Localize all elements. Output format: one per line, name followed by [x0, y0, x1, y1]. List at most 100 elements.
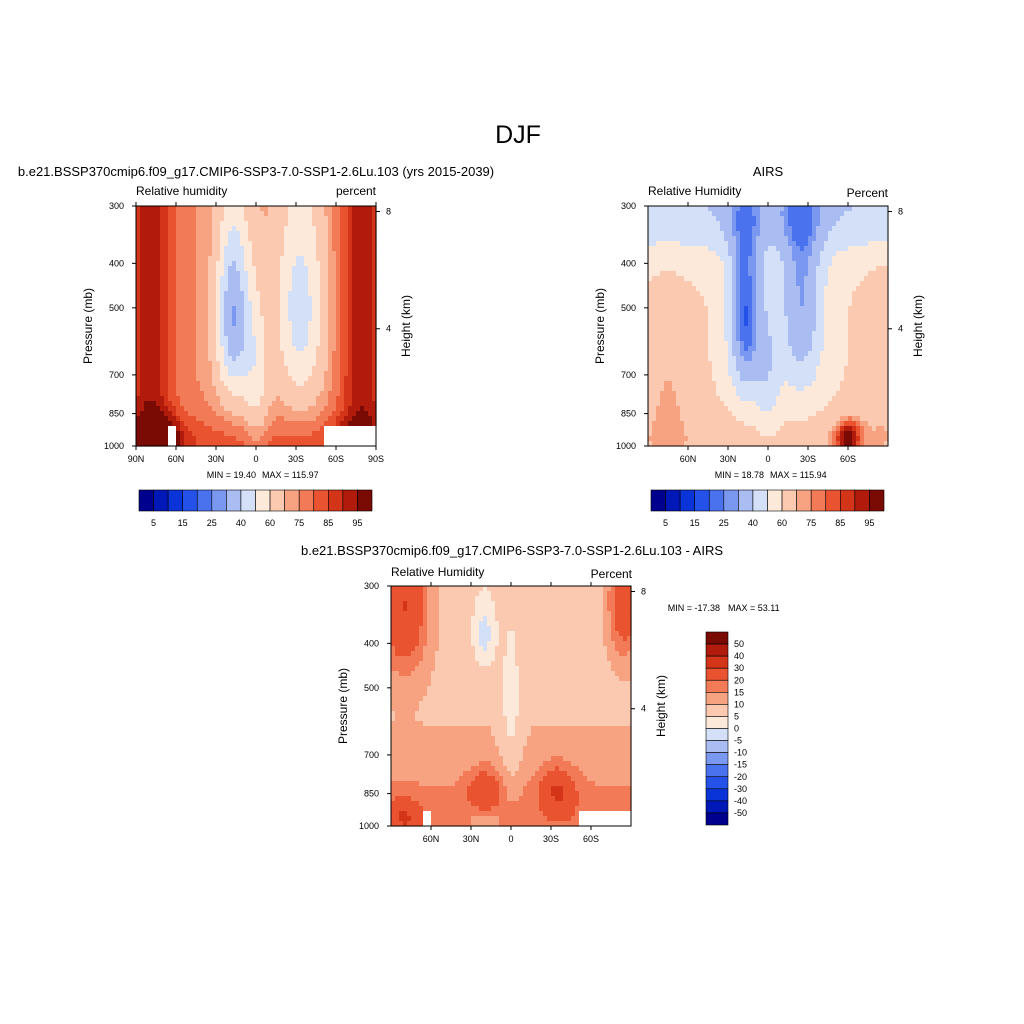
heatmap-cell	[264, 271, 269, 277]
heatmap-cell	[192, 321, 197, 327]
heatmap-cell	[304, 421, 309, 427]
heatmap-cell	[700, 256, 705, 262]
heatmap-cell	[188, 271, 193, 277]
heatmap-cell	[204, 411, 209, 417]
heatmap-cell	[200, 231, 205, 237]
heatmap-cell	[228, 381, 233, 387]
heatmap-cell	[164, 221, 169, 227]
heatmap-cell	[228, 241, 233, 247]
heatmap-cell	[712, 291, 717, 297]
heatmap-cell	[288, 236, 293, 242]
heatmap-cell	[328, 416, 333, 422]
heatmap-cell	[732, 236, 737, 242]
heatmap-cell	[260, 406, 265, 412]
heatmap-cell	[788, 256, 793, 262]
heatmap-cell	[752, 301, 757, 307]
heatmap-cell	[768, 211, 773, 217]
heatmap-cell	[836, 261, 841, 267]
heatmap-cell	[272, 286, 277, 292]
heatmap-cell	[292, 236, 297, 242]
heatmap-cell	[224, 276, 229, 282]
heatmap-cell	[236, 441, 241, 447]
heatmap-cell	[360, 366, 365, 372]
heatmap-cell	[164, 321, 169, 327]
heatmap-cell	[172, 271, 177, 277]
heatmap-cell	[828, 336, 833, 342]
heatmap-cell	[324, 431, 329, 437]
heatmap-cell	[224, 376, 229, 382]
heatmap-cell	[756, 341, 761, 347]
heatmap-cell	[168, 331, 173, 337]
heatmap-cell	[704, 226, 709, 232]
heatmap-cell	[828, 281, 833, 287]
heatmap-cell	[660, 311, 665, 317]
heatmap-cell	[724, 236, 729, 242]
heatmap-cell	[212, 381, 217, 387]
heatmap-cell	[224, 411, 229, 417]
heatmap-cell	[848, 221, 853, 227]
heatmap-cell	[884, 226, 889, 232]
heatmap-cell	[152, 296, 157, 302]
heatmap-cell	[256, 351, 261, 357]
heatmap-cell	[288, 311, 293, 317]
heatmap-cell	[792, 321, 797, 327]
heatmap-cell	[372, 386, 377, 392]
heatmap-cell	[840, 226, 845, 232]
heatmap-cell	[220, 236, 225, 242]
heatmap-cell	[152, 301, 157, 307]
heatmap-cell	[728, 341, 733, 347]
heatmap-cell	[352, 416, 357, 422]
heatmap-cell	[152, 361, 157, 367]
heatmap-cell	[256, 391, 261, 397]
heatmap-cell	[692, 321, 697, 327]
heatmap-cell	[160, 291, 165, 297]
heatmap-cell	[680, 306, 685, 312]
heatmap-cell	[140, 356, 145, 362]
heatmap-cell	[344, 411, 349, 417]
heatmap-cell	[764, 321, 769, 327]
heatmap-cell	[360, 376, 365, 382]
heatmap-cell	[752, 361, 757, 367]
heatmap-cell	[336, 431, 341, 437]
heatmap-cell	[876, 311, 881, 317]
heatmap-cell	[200, 331, 205, 337]
heatmap-cell	[336, 386, 341, 392]
heatmap-cell	[844, 256, 849, 262]
heatmap-cell	[200, 316, 205, 322]
heatmap-cell	[204, 211, 209, 217]
heatmap-cell	[188, 286, 193, 292]
heatmap-cell	[328, 306, 333, 312]
heatmap-cell	[160, 351, 165, 357]
heatmap-cell	[192, 206, 197, 212]
heatmap-cell	[356, 381, 361, 387]
heatmap-cell	[320, 211, 325, 217]
heatmap-cell	[360, 241, 365, 247]
heatmap-cell	[144, 366, 149, 372]
heatmap-cell	[196, 276, 201, 282]
heatmap-cell	[848, 326, 853, 332]
heatmap-cell	[356, 226, 361, 232]
heatmap-cell	[308, 266, 313, 272]
heatmap-cell	[848, 211, 853, 217]
heatmap-cell	[208, 271, 213, 277]
heatmap-cell	[156, 321, 161, 327]
heatmap-cell	[176, 386, 181, 392]
heatmap-cell	[836, 296, 841, 302]
heatmap-cell	[784, 341, 789, 347]
heatmap-cell	[804, 306, 809, 312]
heatmap-cell	[760, 231, 765, 237]
heatmap-cell	[184, 241, 189, 247]
heatmap-cell	[328, 231, 333, 237]
heatmap-cell	[720, 206, 725, 212]
heatmap-cell	[260, 326, 265, 332]
heatmap-cell	[320, 421, 325, 427]
heatmap-cell	[196, 316, 201, 322]
heatmap-cell	[140, 416, 145, 422]
heatmap-cell	[652, 231, 657, 237]
heatmap-cell	[160, 436, 165, 442]
heatmap-cell	[876, 271, 881, 277]
heatmap-cell	[760, 291, 765, 297]
heatmap-cell	[324, 241, 329, 247]
heatmap-cell	[704, 216, 709, 222]
heatmap-cell	[220, 261, 225, 267]
